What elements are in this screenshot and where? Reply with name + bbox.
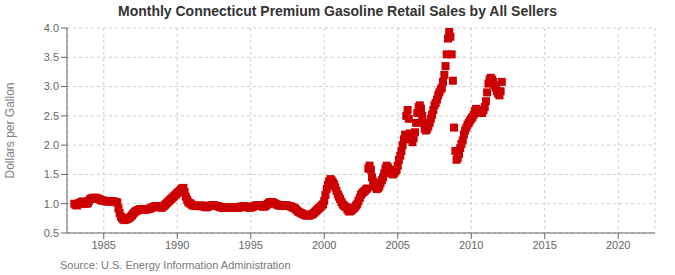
svg-text:1990: 1990 <box>165 239 189 251</box>
svg-text:Dollars per Gallon: Dollars per Gallon <box>8 82 17 178</box>
svg-text:2020: 2020 <box>606 239 630 251</box>
svg-text:2015: 2015 <box>533 239 557 251</box>
html-text:Monthly Connecticut Premium Ga: Monthly Connecticut Premium Gasoline Ret… <box>118 3 557 19</box>
svg-text:0.5: 0.5 <box>44 227 59 239</box>
svg-text:1.5: 1.5 <box>44 168 59 180</box>
html-text:Source: U.S. Energy Informatio: Source: U.S. Energy Information Administ… <box>60 259 291 271</box>
svg-text:2010: 2010 <box>459 239 483 251</box>
svg-text:4.0: 4.0 <box>44 22 59 34</box>
svg-text:2.0: 2.0 <box>44 139 59 151</box>
svg-text:1985: 1985 <box>92 239 116 251</box>
svg-text:1.0: 1.0 <box>44 198 59 210</box>
svg-text:2005: 2005 <box>386 239 410 251</box>
svg-text:2000: 2000 <box>312 239 336 251</box>
svg-text:3.0: 3.0 <box>44 80 59 92</box>
svg-text:1995: 1995 <box>239 239 263 251</box>
svg-text:3.5: 3.5 <box>44 51 59 63</box>
svg-text:2.5: 2.5 <box>44 110 59 122</box>
